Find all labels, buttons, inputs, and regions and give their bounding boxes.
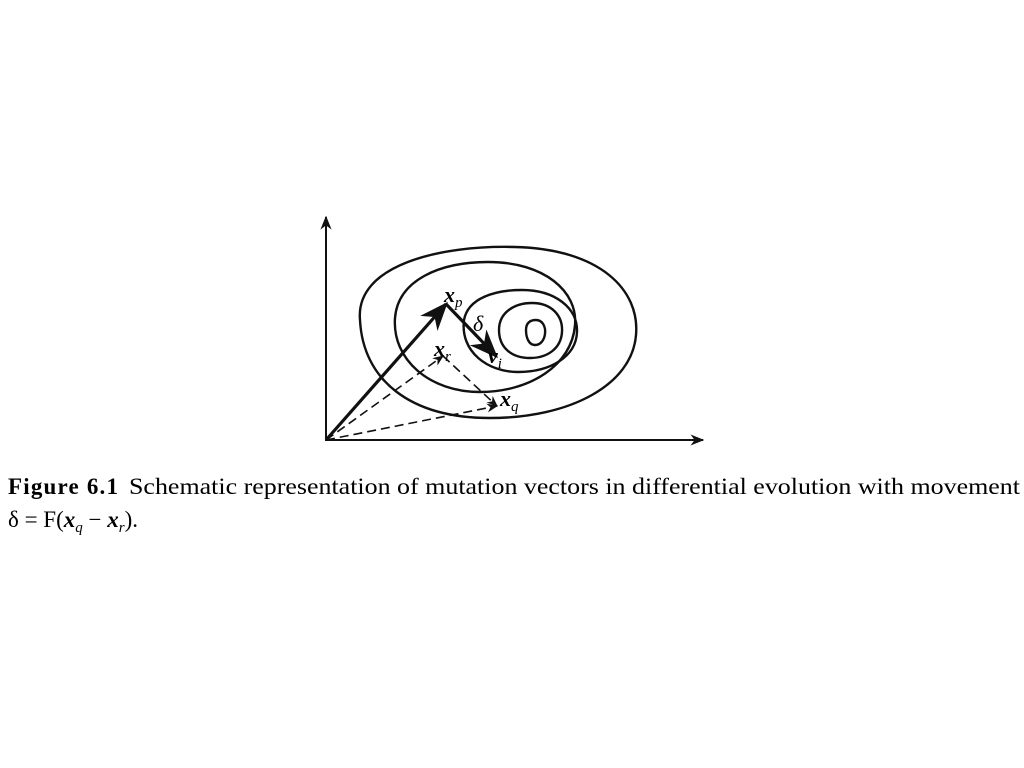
vector-diff: [442, 355, 498, 407]
label-base: x: [499, 386, 511, 411]
eq-part: r: [119, 520, 125, 536]
vector-delta: [444, 302, 498, 359]
label-sub: q: [511, 399, 519, 415]
eq-part: δ = F(: [8, 507, 64, 532]
label-sub: i: [498, 356, 502, 372]
caption-label: Figure 6.1: [8, 474, 118, 499]
label-sub: r: [445, 349, 451, 365]
label-xq: xq: [499, 386, 519, 415]
eq-part: −: [83, 507, 107, 532]
contour: [497, 301, 564, 360]
contour: [393, 260, 577, 394]
label-base: v: [488, 343, 498, 368]
eq-part: q: [75, 520, 83, 536]
eq-part: x: [106, 507, 119, 532]
label-base: x: [443, 282, 455, 307]
label-sub: p: [454, 295, 463, 311]
vector-xr: [325, 355, 444, 441]
vector-xq: [325, 403, 499, 441]
label-vi: vi: [488, 343, 502, 372]
vector-xp: [324, 301, 448, 442]
contour: [358, 245, 638, 420]
eq-part: x: [63, 507, 76, 532]
caption-text: Schematic representation of mutation vec…: [129, 474, 1021, 499]
label-base: x: [433, 336, 445, 361]
label-delta: δ: [473, 311, 484, 336]
contour: [462, 288, 579, 374]
eq-part: ).: [125, 507, 138, 532]
contour: [524, 318, 547, 347]
label-xp: xp: [443, 282, 463, 311]
label-xr: xr: [433, 336, 451, 365]
caption-equation: δ = F(xq − xr).: [8, 507, 138, 536]
